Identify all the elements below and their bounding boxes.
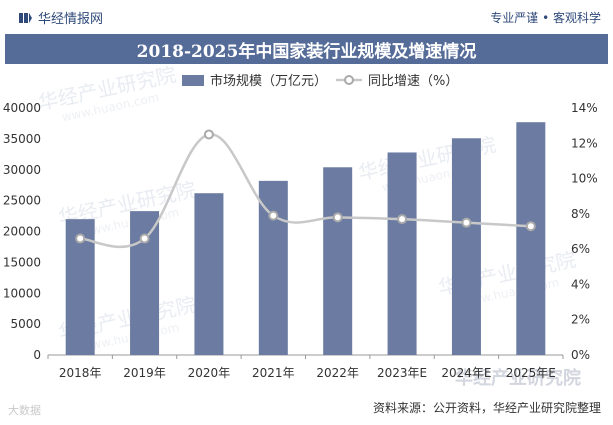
x-tick-label: 2023年E (377, 366, 427, 380)
y-right-tick-label: 8% (571, 207, 590, 221)
y-left-tick-label: 20000 (3, 225, 41, 239)
y-left-tick-label: 35000 (3, 132, 41, 146)
chart-title: 2018-2025年中国家装行业规模及增速情况 (136, 41, 477, 62)
y-left-tick-label: 15000 (3, 255, 41, 269)
bar-2022年 (323, 167, 353, 355)
growth-point-2018年 (75, 233, 86, 244)
growth-point-2024年E (461, 217, 472, 228)
legend-line-marker (344, 75, 354, 85)
bar-2021年 (258, 180, 288, 355)
y-right-tick-label: 0% (571, 348, 590, 362)
slogan: 专业严谨 • 客观科学 (490, 11, 601, 25)
y-right-tick-label: 12% (571, 136, 598, 150)
title-bar: 2018-2025年中国家装行业规模及增速情况 (5, 34, 608, 64)
y-left-tick-label: 0 (33, 348, 41, 362)
brand: 华经情报网 (18, 8, 103, 27)
legend-line-label: 同比增速（%） (368, 74, 458, 89)
watermark-logo: 大数据 (8, 404, 41, 417)
growth-point-2021年 (268, 210, 279, 221)
bar-2019年 (130, 211, 160, 355)
growth-point-2022年 (332, 212, 343, 223)
y-left-tick-label: 25000 (3, 194, 41, 208)
x-tick-label: 2021年 (252, 366, 295, 380)
bar-2023年E (387, 152, 417, 355)
y-left-tick-label: 10000 (3, 286, 41, 300)
legend-bar-label: 市场规模（万亿元） (210, 73, 327, 89)
axes-layer: 0 5000 10000 15000 20000 25000 30000 35000 40000… (3, 101, 598, 380)
x-tick-label: 2018年 (59, 366, 102, 380)
x-tick-label: 2019年 (123, 366, 166, 380)
bars-layer (65, 122, 546, 355)
legend: 市场规模（万亿元） 同比增速（%） (182, 73, 458, 89)
y-left-tick-label: 30000 (3, 163, 41, 177)
growth-point-2019年 (139, 233, 150, 244)
legend-bar-swatch (182, 75, 204, 86)
y-right-tick-label: 6% (571, 242, 590, 256)
x-tick-label: 2022年 (316, 366, 359, 380)
x-tick-label: 2020年 (188, 366, 231, 380)
growth-point-2025年E (525, 221, 536, 232)
y-right-tick-label: 2% (571, 313, 590, 327)
y-right-tick-label: 4% (571, 277, 590, 291)
header: 华经情报网 专业严谨 • 客观科学 (0, 0, 613, 34)
bar-2025年E (516, 122, 546, 355)
growth-point-2020年 (203, 129, 214, 140)
bar-2020年 (194, 193, 224, 355)
line-layer (75, 129, 536, 249)
watermark-text: 华经产业研究院 (455, 367, 581, 389)
y-left-tick-label: 5000 (10, 317, 41, 331)
brand-name: 华经情报网 (38, 12, 104, 27)
bar-2024年E (451, 138, 481, 355)
growth-rate-line (80, 133, 531, 249)
growth-point-2023年E (397, 214, 408, 225)
y-left-tick-label: 40000 (3, 101, 41, 115)
x-tick-label: 2024年E (441, 366, 491, 380)
y-right-tick-label: 14% (571, 101, 598, 115)
source-note: 资料来源：公开资料，华经产业研究院整理 (372, 401, 601, 415)
x-tick-label: 2025年E (506, 366, 556, 380)
brand-logo-icon (19, 12, 32, 23)
y-right-tick-label: 10% (571, 172, 598, 186)
